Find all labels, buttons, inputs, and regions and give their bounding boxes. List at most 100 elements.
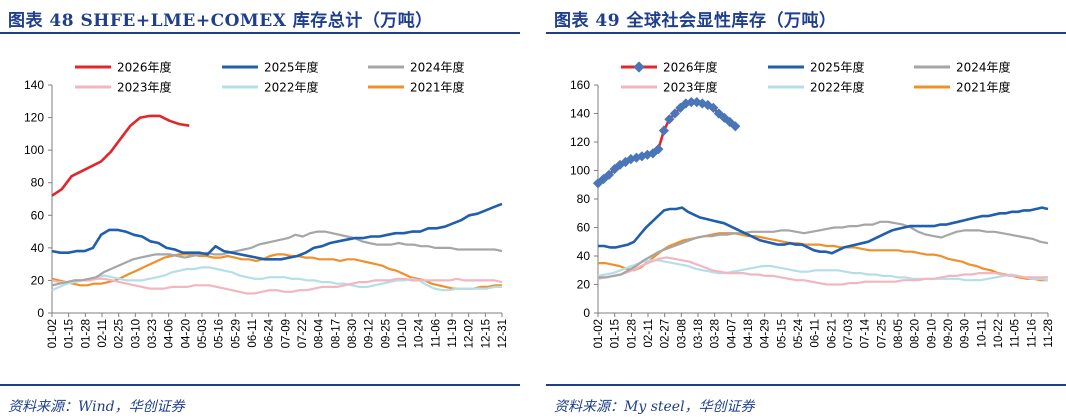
x-tick-label: 02-27 [660, 319, 672, 348]
x-tick-label: 03-28 [710, 319, 722, 348]
series-line [51, 114, 190, 197]
legend-label: 2025年度 [810, 60, 865, 75]
x-tick-label: 04-29 [760, 319, 772, 348]
series-line [597, 259, 1049, 282]
series-marker [658, 125, 669, 136]
y-tick-label: 80 [577, 192, 591, 206]
x-tick-label: 08-17 [330, 319, 342, 348]
x-tick-label: 10-24 [414, 318, 426, 348]
x-tick-label: 07-14 [860, 318, 872, 348]
legend-label: 2023年度 [663, 80, 718, 95]
x-tick-label: 02-11 [643, 319, 655, 348]
x-tick-label: 03-08 [676, 319, 688, 348]
legend-label: 2024年度 [410, 60, 465, 75]
x-tick-label: 11-19 [447, 319, 459, 348]
x-tick-label: 01-28 [80, 319, 92, 348]
x-tick-label: 06-21 [826, 319, 838, 348]
x-tick-label: 09-20 [943, 319, 955, 348]
chart-panel-48: 图表 48 SHFE+LME+COMEX 库存总计（万吨） 0 20 40 60 80 1… [0, 0, 520, 420]
x-tick-label: 01-02 [47, 319, 59, 348]
series-line [598, 206, 1049, 255]
x-tick-label: 03-18 [693, 319, 705, 348]
x-tick-label: 08-20 [910, 319, 922, 348]
x-tick-label: 05-16 [214, 319, 226, 348]
title-rule [546, 32, 1066, 34]
x-tick-label: 07-22 [297, 319, 309, 348]
y-tick-label: 40 [577, 249, 591, 263]
y-tick-label: 120 [570, 135, 590, 149]
x-tick-label: 12-31 [497, 319, 509, 348]
y-tick-label: 140 [24, 78, 44, 92]
y-tick-label: 120 [24, 111, 44, 125]
x-tick-label: 05-29 [230, 319, 242, 348]
y-tick-label: 100 [24, 143, 44, 157]
x-tick-label: 09-12 [364, 319, 376, 348]
x-tick-label: 09-25 [380, 319, 392, 348]
x-tick-label: 12-02 [464, 319, 476, 348]
legend-label: 2023年度 [117, 80, 172, 95]
legend-label: 2021年度 [956, 80, 1011, 95]
series-line [51, 230, 503, 287]
chart-title: 图表 48 SHFE+LME+COMEX 库存总计（万吨） [8, 11, 433, 31]
y-tick-label: 80 [31, 176, 45, 190]
x-tick-label: 01-02 [593, 319, 605, 348]
x-tick-label: 04-18 [743, 319, 755, 348]
y-tick-label: 60 [31, 208, 45, 222]
y-tick-label: 60 [577, 221, 591, 235]
series-line [51, 277, 503, 295]
legend-label: 2025年度 [264, 60, 319, 75]
x-tick-label: 04-06 [164, 319, 176, 348]
series-line [598, 232, 1048, 282]
series-marker [669, 108, 680, 119]
legend-label: 2026年度 [663, 60, 718, 75]
x-tick-label: 06-11 [247, 319, 259, 348]
x-tick-label: 05-03 [197, 319, 209, 348]
y-tick-label: 160 [570, 78, 590, 92]
x-tick-label: 08-04 [314, 318, 326, 348]
source-note: 资料来源：Wind，华创证券 [8, 399, 185, 415]
x-tick-label: 05-15 [776, 319, 788, 348]
x-tick-label: 10-10 [397, 319, 409, 348]
series-line [598, 220, 1049, 279]
chart-panel-49: 图表 49 全球社会显性库存（万吨） 0 20 40 60 80 100 120 140 160… [546, 0, 1066, 420]
y-tick-label: 20 [577, 278, 591, 292]
x-tick-label: 04-20 [180, 319, 192, 348]
legend-label: 2024年度 [956, 60, 1011, 75]
x-tick-label: 03-10 [130, 319, 142, 348]
x-tick-label: 01-15 [64, 319, 76, 348]
x-tick-label: 03-23 [147, 319, 159, 348]
y-tick-label: 40 [31, 241, 45, 255]
legend-label: 2026年度 [117, 60, 172, 75]
series-line [51, 266, 502, 292]
y-tick-label: 0 [37, 306, 44, 320]
x-tick-label: 07-03 [843, 319, 855, 348]
x-tick-label: 07-25 [876, 319, 888, 348]
legend-label: 2021年度 [410, 80, 465, 95]
footer-rule [0, 384, 520, 386]
x-tick-label: 11-05 [1010, 319, 1022, 348]
y-tick-label: 0 [583, 306, 590, 320]
x-tick-label: 01-28 [626, 319, 638, 348]
x-tick-label: 11-06 [430, 319, 442, 348]
x-tick-label: 10-22 [993, 319, 1005, 348]
chart-title: 图表 49 全球社会显性库存（万吨） [554, 11, 837, 31]
legend-label: 2022年度 [264, 80, 319, 95]
footer-rule [546, 384, 1066, 386]
x-tick-label: 11-28 [1043, 319, 1055, 348]
series-marker [664, 114, 675, 125]
x-tick-label: 08-30 [347, 319, 359, 348]
x-tick-label: 09-10 [926, 319, 938, 348]
legend-label: 2022年度 [810, 80, 865, 95]
x-tick-label: 08-05 [893, 319, 905, 348]
series-line [597, 256, 1048, 286]
x-tick-label: 10-11 [976, 319, 988, 348]
source-note: 资料来源：My steel，华创证券 [554, 399, 755, 415]
x-tick-label: 02-25 [114, 319, 126, 348]
title-rule [0, 32, 520, 34]
x-tick-label: 01-15 [610, 319, 622, 348]
x-tick-label: 05-24 [793, 318, 805, 348]
x-tick-label: 09-30 [960, 319, 972, 348]
y-tick-label: 20 [31, 273, 45, 287]
x-tick-label: 02-11 [97, 319, 109, 348]
y-tick-label: 100 [570, 164, 590, 178]
